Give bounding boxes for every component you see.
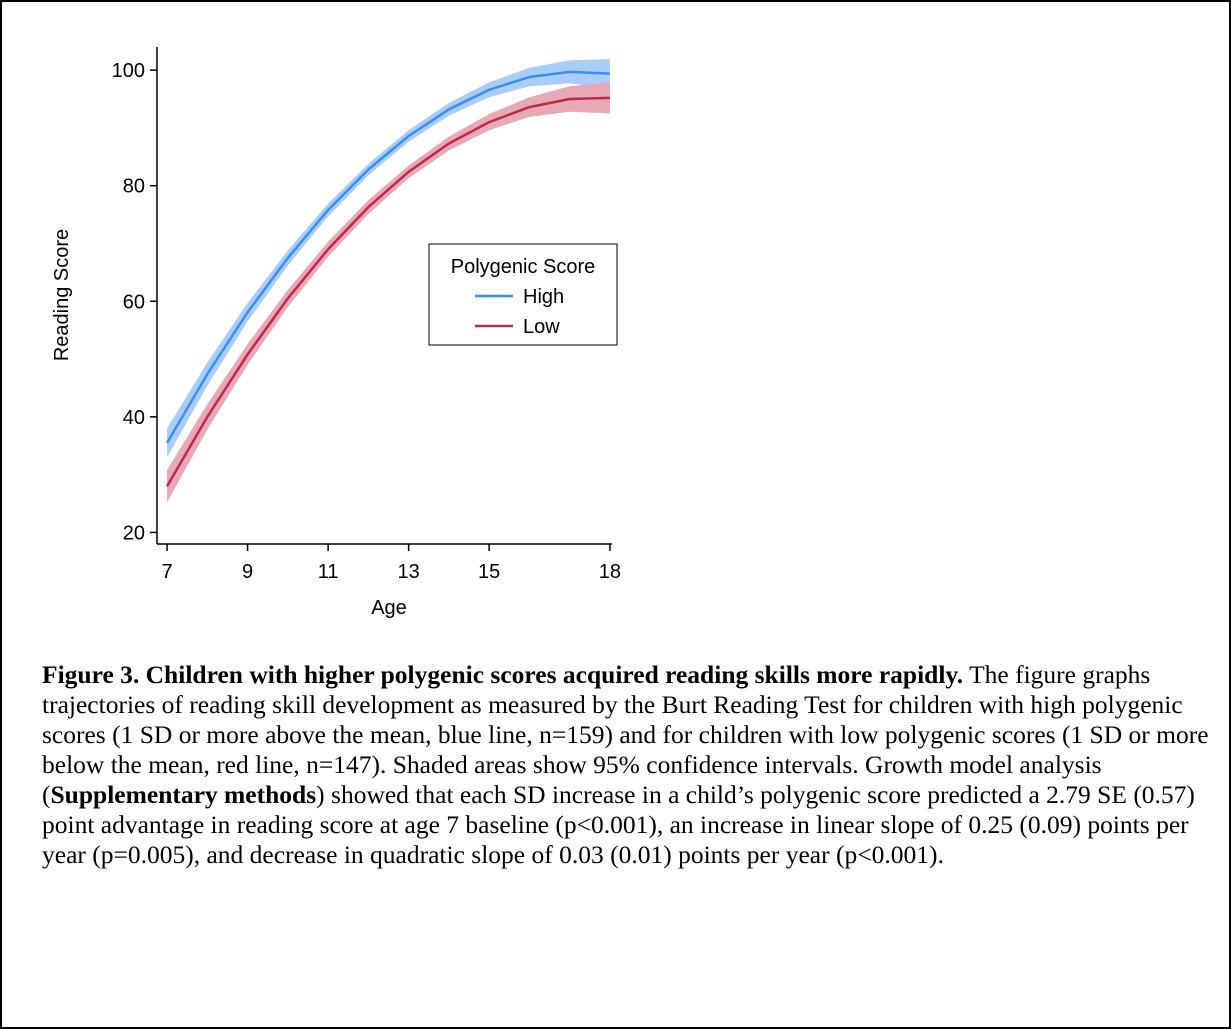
x-tick-label: 7	[162, 561, 173, 583]
y-tick-label: 80	[123, 176, 145, 198]
caption-title: Figure 3. Children with higher polygenic…	[42, 660, 964, 689]
y-tick-label: 100	[112, 60, 145, 82]
x-tick-label: 18	[599, 561, 621, 583]
x-tick-label: 9	[242, 561, 253, 583]
y-tick-label: 60	[123, 291, 145, 313]
y-tick-label: 40	[123, 407, 145, 429]
line	[165, 70, 610, 444]
chart: Reading Score Age 20 40 60 80 100 7 9 11 13 15 18 P…	[51, 47, 621, 619]
x-tick-label: 13	[398, 561, 420, 583]
caption-bold: Supplementary methods	[50, 780, 317, 809]
y-tick-label: 20	[123, 522, 145, 544]
caption: Figure 3. Children with higher polygenic…	[42, 660, 1217, 870]
x-axis-label: Age	[371, 597, 407, 619]
caption-text: The figure graphs trajectories of readin…	[42, 660, 1209, 809]
x-tick-label: 11	[318, 561, 339, 583]
line	[165, 96, 610, 487]
legend-label: Low	[523, 316, 560, 338]
legend-box	[428, 243, 618, 346]
legend-label: High	[523, 286, 564, 308]
y-axis-label: Reading Score	[51, 229, 73, 361]
x-tick-label: 15	[478, 561, 500, 583]
caption-text: ) showed that each SD increase in a chil…	[42, 780, 1195, 869]
legend-title: Polygenic Score	[451, 256, 596, 278]
